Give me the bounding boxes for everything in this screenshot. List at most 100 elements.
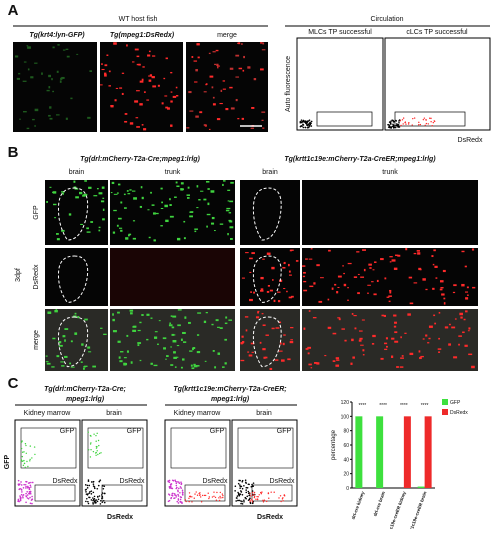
event [87,502,90,505]
event [259,491,262,494]
cell [167,107,170,110]
event [218,497,220,499]
flow-plot [296,37,384,131]
event [100,452,102,454]
event [218,499,221,502]
cell [210,222,215,225]
cell [362,249,367,251]
panel-label: A [8,2,19,19]
cell [61,365,65,367]
cell [318,300,323,303]
cell [240,43,243,45]
cell [121,92,124,95]
event [93,500,96,502]
event [239,485,242,488]
cell [260,288,264,291]
cell [113,42,117,45]
cell [309,285,314,288]
event [299,125,302,128]
gate [316,111,373,127]
cell [77,316,80,319]
event [427,123,430,125]
cell [422,338,425,340]
cell [343,272,345,275]
cell [319,277,324,279]
y-tick-label: 100 [341,414,350,420]
cell [186,194,190,196]
cell [438,311,441,314]
cell [466,294,469,296]
event [239,487,241,489]
cell [133,325,137,328]
cell [61,191,65,193]
cell [175,86,178,89]
cell [205,180,210,183]
cell [102,208,105,211]
cell [241,340,245,343]
event [255,498,257,500]
cell [362,349,365,352]
event [434,120,436,123]
gate-label: DsRedx [53,478,78,485]
event [256,498,259,501]
cell [80,223,84,226]
event [185,500,187,503]
cell [125,237,129,240]
legend-label: GFP [450,400,461,406]
cell [393,267,398,270]
cell [182,331,186,335]
cell [250,291,252,293]
cell [347,287,349,289]
event [90,490,93,492]
cell [251,252,255,255]
event [243,500,245,503]
cell [113,209,117,212]
event [19,499,22,502]
event [20,484,23,486]
event [97,453,99,456]
event [25,480,28,483]
event [303,121,306,123]
event [388,121,391,123]
cell [467,330,470,332]
event [93,487,96,490]
event [244,479,247,482]
cell [84,318,88,321]
cell [117,311,120,314]
cell [207,202,210,206]
event [23,462,26,465]
cell [129,122,134,125]
event [21,455,24,458]
event [169,486,172,488]
event [241,487,244,490]
cell [120,229,123,232]
cell [111,181,115,185]
event [177,498,180,500]
event [174,479,176,482]
event [29,458,31,461]
cell [205,311,208,314]
cell [331,287,334,290]
cell [74,188,79,190]
event [396,124,399,126]
axis-label: Auto fluorescence [285,56,292,112]
event [429,117,431,119]
event [168,494,171,496]
cell [386,296,390,298]
event [87,431,89,433]
cell [409,352,414,356]
event [104,492,106,495]
cell [209,75,214,78]
cell [425,288,428,291]
cell [314,362,318,364]
event [281,498,284,500]
cell [208,128,211,130]
event [251,483,253,486]
cell [199,111,203,114]
event [243,484,245,487]
cell [466,286,469,289]
cell [196,43,200,46]
cell [472,286,476,289]
cell [139,359,142,362]
cell [219,223,224,225]
